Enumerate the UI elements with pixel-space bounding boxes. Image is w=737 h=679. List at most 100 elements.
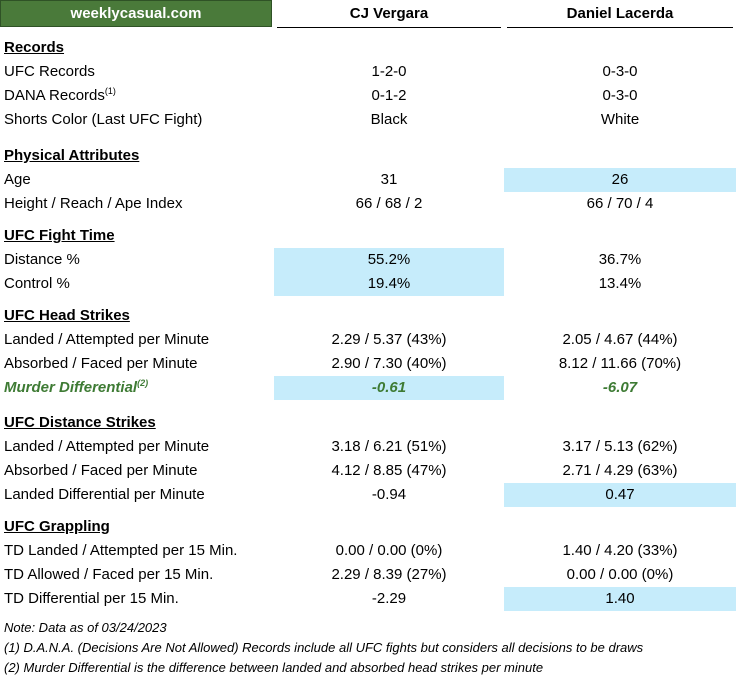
- lacerda-value: -6.07: [602, 379, 638, 396]
- stat-label-text: Landed / Attempted per Minute: [4, 331, 210, 348]
- section-row: UFC Fight Time: [0, 224, 737, 248]
- vergara-value: 0.00 / 0.00 (0%): [335, 542, 443, 559]
- stat-label: TD Landed / Attempted per 15 Min.: [4, 539, 270, 563]
- fighter-header-1: CJ Vergara: [277, 0, 501, 28]
- footnote: (2) Murder Differential is the differenc…: [4, 660, 544, 675]
- footnote-marker: (1): [104, 86, 116, 96]
- stat-label: Shorts Color (Last UFC Fight): [4, 108, 270, 132]
- stat-label: Absorbed / Faced per Minute: [4, 352, 270, 376]
- lacerda-value: 26: [504, 168, 736, 192]
- stat-row: Landed / Attempted per Minute 3.18 / 6.21…: [0, 435, 737, 459]
- stat-label-text: TD Allowed / Faced per 15 Min.: [4, 566, 214, 583]
- section-row: UFC Grappling: [0, 515, 737, 539]
- lacerda-value: 0.47: [504, 483, 736, 507]
- brand-banner: weeklycasual.com: [0, 0, 272, 27]
- stat-label: Murder Differential(2): [4, 376, 270, 400]
- footnote-marker: (2): [137, 378, 149, 388]
- lacerda-value: 1.40: [504, 587, 736, 611]
- footnote: (1) D.A.N.A. (Decisions Are Not Allowed)…: [4, 640, 644, 655]
- stat-label-text: Age: [4, 171, 31, 188]
- stat-row: TD Differential per 15 Min. -2.29 1.40: [0, 587, 737, 611]
- lacerda-value: 0-3-0: [602, 63, 638, 80]
- stat-label-text: Control %: [4, 275, 70, 292]
- stat-row: Shorts Color (Last UFC Fight) Black White: [0, 108, 737, 132]
- stat-label-text: Height / Reach / Ape Index: [4, 195, 183, 212]
- lacerda-value: 0-3-0: [602, 87, 638, 104]
- section-row: Physical Attributes: [0, 144, 737, 168]
- lacerda-value: 2.05 / 4.67 (44%): [562, 331, 678, 348]
- stat-label: TD Allowed / Faced per 15 Min.: [4, 563, 270, 587]
- vergara-value: -0.61: [274, 376, 504, 400]
- stat-label-text: Shorts Color (Last UFC Fight): [4, 111, 203, 128]
- fighter-header-2: Daniel Lacerda: [507, 0, 733, 28]
- stat-row: UFC Records 1-2-0 0-3-0: [0, 60, 737, 84]
- stat-row: TD Allowed / Faced per 15 Min. 2.29 / 8.3…: [0, 563, 737, 587]
- lacerda-value: White: [600, 111, 640, 128]
- stat-label: DANA Records(1): [4, 84, 270, 108]
- vergara-value: 19.4%: [274, 272, 504, 296]
- lacerda-value: 2.71 / 4.29 (63%): [562, 462, 678, 479]
- stat-label: UFC Records: [4, 60, 270, 84]
- vergara-value: 55.2%: [274, 248, 504, 272]
- stat-row: Control % 19.4% 13.4%: [0, 272, 737, 296]
- vergara-value: Black: [370, 111, 408, 128]
- stat-label-text: Absorbed / Faced per Minute: [4, 355, 198, 372]
- stat-row: TD Landed / Attempted per 15 Min. 0.00 / …: [0, 539, 737, 563]
- stat-row: Landed / Attempted per Minute 2.29 / 5.37…: [0, 328, 737, 352]
- stat-label-text: Landed / Attempted per Minute: [4, 438, 210, 455]
- lacerda-value: 36.7%: [598, 251, 642, 268]
- stat-label: Landed / Attempted per Minute: [4, 435, 270, 459]
- stat-row: Absorbed / Faced per Minute 2.90 / 7.30 (…: [0, 352, 737, 376]
- vergara-value: 2.29 / 8.39 (27%): [331, 566, 447, 583]
- stat-row: DANA Records(1) 0-1-2 0-3-0: [0, 84, 737, 108]
- vergara-value: 0-1-2: [371, 87, 407, 104]
- vergara-value: -2.29: [371, 590, 407, 607]
- lacerda-value: 13.4%: [598, 275, 642, 292]
- stat-label: Landed Differential per Minute: [4, 483, 270, 507]
- stat-label: Height / Reach / Ape Index: [4, 192, 270, 216]
- stat-row: Age 31 26: [0, 168, 737, 192]
- lacerda-value: 66 / 70 / 4: [586, 195, 654, 212]
- vergara-value: 3.18 / 6.21 (51%): [331, 438, 447, 455]
- vergara-value: 2.29 / 5.37 (43%): [331, 331, 447, 348]
- footnote: Note: Data as of 03/24/2023: [4, 620, 167, 635]
- stat-label-text: TD Landed / Attempted per 15 Min.: [4, 542, 238, 559]
- section-title: UFC Grappling: [4, 518, 110, 535]
- vergara-value: 4.12 / 8.85 (47%): [331, 462, 447, 479]
- section-title: Physical Attributes: [4, 147, 140, 164]
- stat-label-text: Absorbed / Faced per Minute: [4, 462, 198, 479]
- section-title: UFC Distance Strikes: [4, 414, 156, 431]
- stat-label: Landed / Attempted per Minute: [4, 328, 270, 352]
- stat-label-text: Murder Differential: [4, 379, 138, 396]
- vergara-value: 1-2-0: [371, 63, 407, 80]
- section-row: UFC Distance Strikes: [0, 411, 737, 435]
- stat-label-text: UFC Records: [4, 63, 95, 80]
- stat-row: Murder Differential(2) -0.61 -6.07: [0, 376, 737, 400]
- stat-row: Absorbed / Faced per Minute 4.12 / 8.85 (…: [0, 459, 737, 483]
- stat-label-text: Landed Differential per Minute: [4, 486, 205, 503]
- section-title: Records: [4, 39, 65, 56]
- stat-row: Landed Differential per Minute -0.94 0.47: [0, 483, 737, 507]
- vergara-value: 2.90 / 7.30 (40%): [331, 355, 447, 372]
- stat-label-text: TD Differential per 15 Min.: [4, 590, 179, 607]
- stat-row: Height / Reach / Ape Index 66 / 68 / 2 66 …: [0, 192, 737, 216]
- stat-label-text: DANA Records: [4, 87, 105, 104]
- section-title: UFC Head Strikes: [4, 307, 130, 324]
- lacerda-value: 0.00 / 0.00 (0%): [566, 566, 674, 583]
- vergara-value: 66 / 68 / 2: [355, 195, 423, 212]
- section-title: UFC Fight Time: [4, 227, 115, 244]
- stat-label: Control %: [4, 272, 270, 296]
- stat-label-text: Distance %: [4, 251, 80, 268]
- stat-label: Absorbed / Faced per Minute: [4, 459, 270, 483]
- vergara-value: -0.94: [371, 486, 407, 503]
- section-row: UFC Head Strikes: [0, 304, 737, 328]
- stat-label: Distance %: [4, 248, 270, 272]
- lacerda-value: 8.12 / 11.66 (70%): [558, 355, 682, 372]
- stat-label: Age: [4, 168, 270, 192]
- stat-row: Distance % 55.2% 36.7%: [0, 248, 737, 272]
- section-row: Records: [0, 36, 737, 60]
- lacerda-value: 3.17 / 5.13 (62%): [562, 438, 678, 455]
- stat-label: TD Differential per 15 Min.: [4, 587, 270, 611]
- vergara-value: 31: [380, 171, 398, 188]
- lacerda-value: 1.40 / 4.20 (33%): [562, 542, 678, 559]
